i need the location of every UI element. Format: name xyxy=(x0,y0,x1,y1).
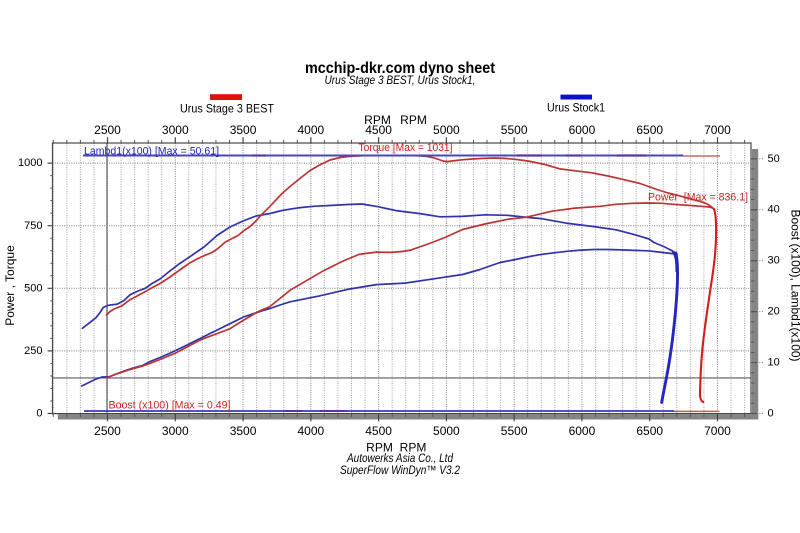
svg-text:SuperFlow WinDyn™ V3.2: SuperFlow WinDyn™ V3.2 xyxy=(340,463,460,477)
svg-text:7000: 7000 xyxy=(704,424,731,438)
svg-text:RPM: RPM xyxy=(364,113,391,127)
svg-text:0: 0 xyxy=(768,408,774,420)
svg-text:2500: 2500 xyxy=(94,123,121,137)
svg-text:1000: 1000 xyxy=(18,157,42,169)
svg-text:3500: 3500 xyxy=(230,424,257,438)
svg-text:6000: 6000 xyxy=(569,424,596,438)
svg-text:6500: 6500 xyxy=(636,424,663,438)
svg-text:3000: 3000 xyxy=(162,424,189,438)
svg-text:3500: 3500 xyxy=(230,123,257,137)
svg-text:Lambd1(x100) [Max = 50.61]: Lambd1(x100) [Max = 50.61] xyxy=(84,145,219,157)
svg-text:5000: 5000 xyxy=(433,424,460,438)
svg-text:Boost (x100), Lambd1(x100): Boost (x100), Lambd1(x100) xyxy=(789,209,800,361)
svg-text:2500: 2500 xyxy=(94,424,121,438)
svg-text:7000: 7000 xyxy=(704,123,731,137)
svg-text:Urus Stage 3 BEST, Urus Stock1: Urus Stage 3 BEST, Urus Stock1, xyxy=(325,73,476,87)
svg-text:0: 0 xyxy=(36,408,42,420)
svg-text:RPM: RPM xyxy=(366,441,393,455)
svg-text:6000: 6000 xyxy=(569,123,596,137)
svg-text:5500: 5500 xyxy=(501,424,528,438)
svg-text:4000: 4000 xyxy=(297,123,324,137)
svg-text:6500: 6500 xyxy=(636,123,663,137)
svg-text:50: 50 xyxy=(768,153,780,165)
svg-text:4000: 4000 xyxy=(297,424,324,438)
svg-text:Urus Stock1: Urus Stock1 xyxy=(547,101,605,115)
svg-text:Torque [Max = 1031]: Torque [Max = 1031] xyxy=(359,142,453,154)
svg-text:30: 30 xyxy=(768,255,780,267)
svg-text:40: 40 xyxy=(768,204,780,216)
svg-text:Power [Max = 836.1]: Power [Max = 836.1] xyxy=(648,192,748,204)
svg-text:Urus Stage 3 BEST: Urus Stage 3 BEST xyxy=(180,102,275,116)
svg-text:Boost (x100) [Max = 0.49]: Boost (x100) [Max = 0.49] xyxy=(109,399,231,411)
svg-text:750: 750 xyxy=(24,220,42,232)
svg-text:Power , Torque: Power , Torque xyxy=(3,245,17,326)
svg-text:mcchip-dkr.com dyno sheet: mcchip-dkr.com dyno sheet xyxy=(305,60,496,77)
svg-text:3000: 3000 xyxy=(162,123,189,137)
svg-text:RPM: RPM xyxy=(400,441,427,455)
svg-text:RPM: RPM xyxy=(400,113,427,127)
svg-text:20: 20 xyxy=(768,306,780,318)
svg-text:5000: 5000 xyxy=(433,123,460,137)
svg-text:4500: 4500 xyxy=(365,123,392,137)
svg-text:5500: 5500 xyxy=(501,123,528,137)
svg-text:4500: 4500 xyxy=(365,424,392,438)
svg-text:500: 500 xyxy=(24,282,42,294)
svg-text:10: 10 xyxy=(768,357,780,369)
svg-text:250: 250 xyxy=(24,345,42,357)
svg-text:Autowerks Asia Co., Ltd: Autowerks Asia Co., Ltd xyxy=(346,451,453,465)
